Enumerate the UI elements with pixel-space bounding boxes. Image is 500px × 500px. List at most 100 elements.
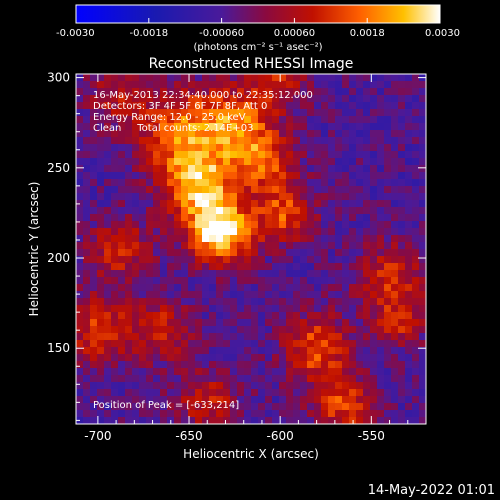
heatmap-cell: [237, 95, 245, 103]
heatmap-cell: [300, 235, 308, 243]
heatmap-cell: [356, 186, 364, 194]
heatmap-cell: [398, 74, 406, 82]
heatmap-cell: [76, 340, 84, 348]
heatmap-cell: [97, 221, 105, 229]
heatmap-cell: [279, 81, 287, 89]
heatmap-cell: [111, 172, 119, 180]
heatmap-cell: [90, 382, 98, 390]
heatmap-cell: [146, 221, 154, 229]
heatmap-cell: [181, 242, 189, 250]
heatmap-cell: [118, 214, 126, 222]
heatmap-cell: [230, 375, 238, 383]
heatmap-cell: [398, 270, 406, 278]
heatmap-cell: [286, 214, 294, 222]
heatmap-cell: [272, 109, 280, 117]
heatmap-cell: [342, 368, 350, 376]
heatmap-cell: [286, 396, 294, 404]
heatmap-cell: [216, 200, 224, 208]
heatmap-cell: [111, 347, 119, 355]
heatmap-cell: [307, 375, 315, 383]
heatmap-cell: [216, 284, 224, 292]
heatmap-cell: [314, 172, 322, 180]
heatmap-cell: [104, 291, 112, 299]
heatmap-cell: [125, 375, 133, 383]
heatmap-cell: [167, 130, 175, 138]
heatmap-cell: [272, 298, 280, 306]
heatmap-cell: [104, 95, 112, 103]
heatmap-cell: [188, 368, 196, 376]
heatmap-cell: [286, 333, 294, 341]
heatmap-cell: [153, 298, 161, 306]
heatmap-cell: [419, 172, 426, 180]
heatmap-cell: [356, 74, 364, 82]
heatmap-cell: [265, 200, 273, 208]
heatmap-cell: [209, 333, 217, 341]
heatmap-cell: [76, 151, 84, 159]
heatmap-cell: [132, 403, 140, 411]
heatmap-cell: [251, 165, 259, 173]
heatmap-cell: [419, 179, 426, 187]
heatmap-cell: [384, 319, 392, 327]
heatmap-cell: [237, 172, 245, 180]
heatmap-cell: [223, 396, 231, 404]
heatmap-cell: [272, 81, 280, 89]
heatmap-cell: [244, 340, 252, 348]
heatmap-cell: [223, 403, 231, 411]
heatmap-cell: [412, 123, 420, 131]
heatmap-cell: [258, 326, 266, 334]
heatmap-cell: [328, 151, 336, 159]
heatmap-cell: [237, 116, 245, 124]
heatmap-cell: [209, 151, 217, 159]
heatmap-cell: [230, 403, 238, 411]
heatmap-cell: [349, 144, 357, 152]
heatmap-cell: [104, 235, 112, 243]
heatmap-cell: [244, 403, 252, 411]
heatmap-cell: [377, 361, 385, 369]
heatmap-cell: [328, 116, 336, 124]
heatmap-cell: [90, 130, 98, 138]
heatmap-cell: [160, 291, 168, 299]
heatmap-cell: [363, 340, 371, 348]
heatmap-cell: [83, 382, 91, 390]
heatmap-cell: [286, 172, 294, 180]
heatmap-cell: [76, 354, 84, 362]
heatmap-cell: [139, 109, 147, 117]
heatmap-cell: [293, 228, 301, 236]
heatmap-cell: [370, 81, 378, 89]
heatmap-cell: [391, 214, 399, 222]
heatmap-cell: [356, 221, 364, 229]
heatmap-cell: [146, 305, 154, 313]
heatmap-cell: [83, 158, 91, 166]
heatmap-cell: [223, 256, 231, 264]
heatmap-cell: [118, 186, 126, 194]
heatmap-cell: [370, 298, 378, 306]
heatmap-cell: [83, 340, 91, 348]
heatmap-cell: [230, 186, 238, 194]
heatmap-cell: [167, 410, 175, 418]
heatmap-cell: [370, 340, 378, 348]
heatmap-cell: [391, 326, 399, 334]
heatmap-cell: [342, 270, 350, 278]
heatmap-cell: [328, 235, 336, 243]
heatmap-cell: [265, 158, 273, 166]
heatmap-cell: [139, 340, 147, 348]
heatmap-cell: [76, 333, 84, 341]
heatmap-cell: [384, 109, 392, 117]
heatmap-cell: [349, 291, 357, 299]
heatmap-cell: [146, 214, 154, 222]
heatmap-cell: [314, 368, 322, 376]
heatmap-cell: [118, 179, 126, 187]
heatmap-cell: [279, 235, 287, 243]
heatmap-cell: [335, 74, 343, 82]
heatmap-cell: [314, 270, 322, 278]
heatmap-cell: [90, 221, 98, 229]
heatmap-cell: [321, 102, 329, 110]
heatmap-cell: [251, 354, 259, 362]
y-tick-label: 200: [47, 251, 70, 265]
heatmap-cell: [216, 410, 224, 418]
heatmap-cell: [209, 200, 217, 208]
heatmap-cell: [97, 116, 105, 124]
heatmap-cell: [335, 361, 343, 369]
heatmap-cell: [160, 95, 168, 103]
heatmap-cell: [363, 270, 371, 278]
